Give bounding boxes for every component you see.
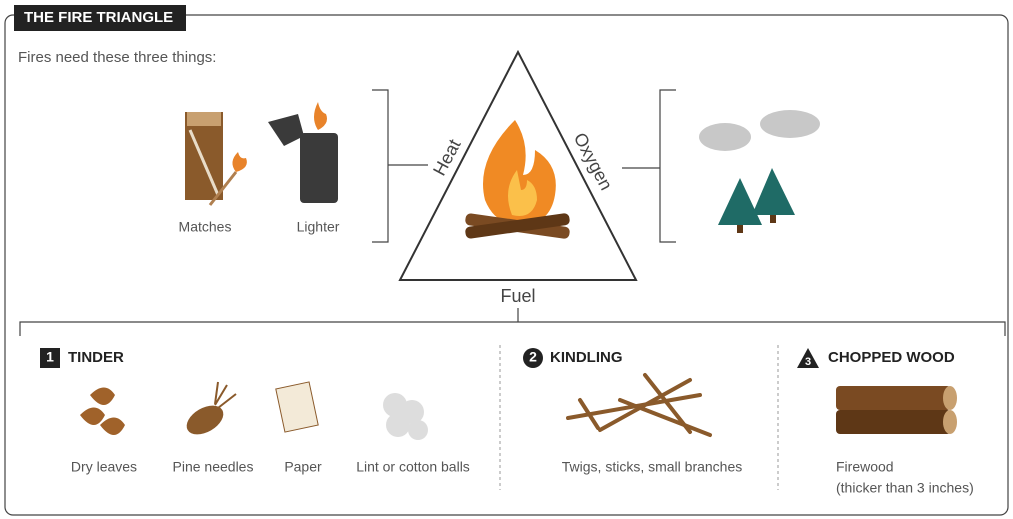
- fuel-type-title: TINDER: [68, 349, 124, 366]
- fuel-type-title: KINDLING: [550, 349, 623, 366]
- fuel-item: Lint or cotton balls: [356, 459, 470, 475]
- number: 1: [46, 349, 54, 365]
- number: 3: [805, 356, 811, 368]
- bracket: [372, 90, 428, 242]
- fuel-type-title: CHOPPED WOOD: [828, 349, 955, 366]
- matches-icon: [185, 112, 247, 205]
- heat-source-label: Matches: [179, 219, 232, 235]
- fuel-item: (thicker than 3 inches): [836, 480, 974, 496]
- number: 2: [529, 349, 537, 365]
- fuel-item: Paper: [284, 459, 322, 475]
- page: THE FIRE TRIANGLE Fires need these three…: [0, 0, 1013, 519]
- bracket: [622, 90, 676, 242]
- fuel-item: Twigs, sticks, small branches: [562, 459, 743, 475]
- triangle-side-label: Oxygen: [570, 129, 617, 193]
- fuel-item: Pine needles: [173, 459, 254, 475]
- bracket: [20, 308, 1005, 336]
- title: THE FIRE TRIANGLE: [24, 9, 173, 26]
- triangle-side-label: Fuel: [500, 286, 535, 306]
- firewood-icon: [836, 386, 957, 434]
- frame: [5, 15, 1008, 515]
- oxygen-icon: [699, 110, 820, 233]
- kindling-icon: [568, 375, 710, 435]
- fuel-item: Dry leaves: [71, 459, 137, 475]
- triangle-side-label: Heat: [429, 136, 465, 179]
- infographic: THE FIRE TRIANGLE Fires need these three…: [0, 0, 1013, 519]
- campfire-icon: [465, 120, 571, 239]
- heat-source-label: Lighter: [297, 219, 340, 235]
- tinder-icons: [80, 382, 428, 440]
- lighter-icon: [268, 102, 338, 203]
- subtitle: Fires need these three things:: [18, 49, 216, 66]
- fuel-item: Firewood: [836, 459, 894, 475]
